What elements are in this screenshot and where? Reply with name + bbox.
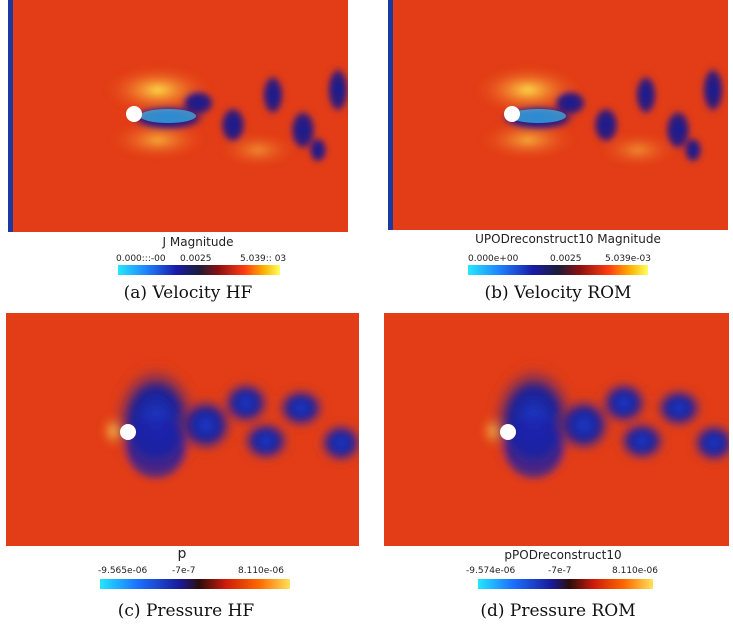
colorbar-b [468, 265, 648, 275]
caption-c: (c) Pressure HF [117, 601, 255, 621]
caption-b: (b) Velocity ROM [484, 283, 632, 303]
cylinder [500, 424, 516, 440]
colorbar-title-b: UPODreconstruct10 Magnitude [475, 232, 661, 246]
colorbar-tick-min-c: -9.565e-06 [98, 566, 148, 576]
cylinder [126, 106, 142, 122]
colorbar-tick-max-d: 8.110e-06 [612, 566, 659, 576]
colorbar-title-c: p [177, 546, 187, 562]
colorbar-a [118, 265, 280, 275]
pressure-rom-field [384, 313, 729, 546]
cylinder [504, 106, 520, 122]
colorbar-tick-mid-d: -7e-7 [548, 566, 572, 576]
velocity-rom-field [388, 0, 728, 230]
colorbar-c [100, 579, 290, 589]
caption-d: (d) Pressure ROM [480, 601, 636, 621]
colorbar-tick-max-c: 8.110e-06 [238, 566, 285, 576]
colorbar-title-d: pPODreconstruct10 [504, 548, 622, 562]
colorbar-title-a: J Magnitude [162, 235, 234, 249]
colorbar-d [478, 579, 653, 589]
pressure-hf-field [6, 313, 359, 546]
colorbar-tick-mid-c: -7e-7 [172, 566, 196, 576]
colorbar-tick-max-b: 5.039e-03 [605, 254, 652, 264]
caption-a: (a) Velocity HF [123, 283, 253, 303]
colorbar-tick-mid-a: 0.0025 [180, 254, 212, 264]
colorbar-tick-max-a: 5.039:: 03 [240, 254, 287, 264]
velocity-hf-field [8, 0, 348, 232]
colorbar-tick-min-d: -9.574e-06 [466, 566, 516, 576]
colorbar-tick-mid-b: 0.0025 [550, 254, 582, 264]
cylinder [120, 424, 136, 440]
colorbar-tick-min-a: 0.000:::-00 [116, 254, 166, 264]
colorbar-tick-min-b: 0.000e+00 [468, 254, 519, 264]
